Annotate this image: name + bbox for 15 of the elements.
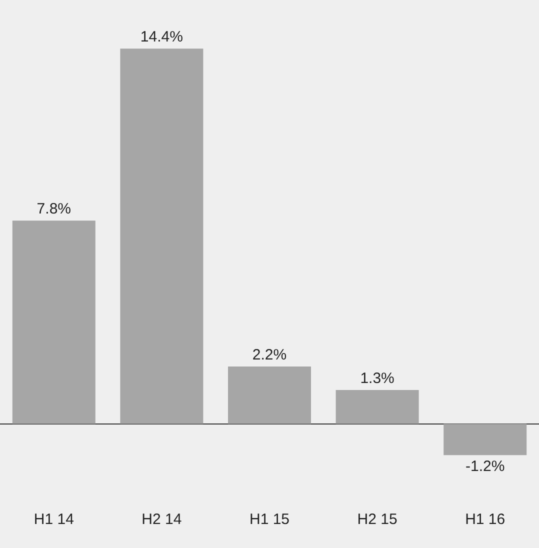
data-label: 1.3% (360, 370, 394, 388)
x-tick-label: H2 15 (357, 511, 398, 528)
x-tick-label: H1 14 (34, 511, 74, 528)
bar (336, 390, 419, 424)
data-label: 2.2% (252, 346, 287, 364)
x-tick-label: H2 14 (142, 511, 182, 528)
bar (120, 48, 204, 424)
x-tick-label: H1 15 (249, 511, 290, 528)
x-tick-label: H1 16 (465, 511, 506, 528)
bar (228, 366, 311, 424)
data-label: 7.8% (36, 200, 71, 218)
bar (12, 220, 96, 424)
data-label: -1.2% (466, 458, 505, 476)
data-label: 14.4% (140, 28, 183, 46)
bar (444, 424, 527, 456)
